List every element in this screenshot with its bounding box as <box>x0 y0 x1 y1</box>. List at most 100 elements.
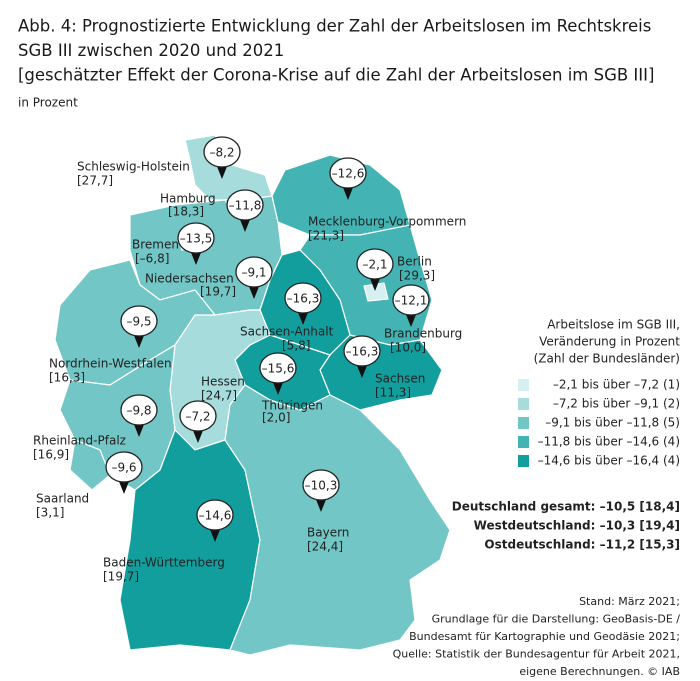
legend-title: Arbeitslose im SGB III, <box>547 318 680 332</box>
callout-pin <box>405 312 417 327</box>
callout-bubble <box>179 400 217 432</box>
source-line: Quelle: Statistik der Bundesagentur für … <box>393 648 680 661</box>
state-share: [24,7] <box>201 389 237 403</box>
state-change: –12,1 <box>395 294 428 308</box>
state-name: Saarland <box>36 492 89 506</box>
state-change: –7,2 <box>185 410 210 424</box>
state-change: –9,8 <box>126 404 151 418</box>
state-share: [21,3] <box>308 229 344 243</box>
callout-pin <box>342 185 354 200</box>
state-change: –16,3 <box>346 345 379 359</box>
callout-bubble <box>203 136 241 168</box>
state-share: [27,7] <box>77 174 113 188</box>
state-region <box>224 384 451 656</box>
state-share: [18,3] <box>168 205 204 219</box>
state-share: [16,3] <box>49 371 85 385</box>
state-change: –16,3 <box>287 292 320 306</box>
legend-swatch <box>518 417 529 429</box>
map <box>54 134 451 656</box>
source-line: Grundlage für die Darstellung: GeoBasis-… <box>432 613 681 626</box>
total-line: Ostdeutschland: –11,2 [15,3] <box>484 538 680 552</box>
state-change: –11,8 <box>229 199 262 213</box>
callout-pin <box>239 217 251 232</box>
callout-bubble <box>196 499 234 531</box>
state-change: –9,5 <box>126 315 151 329</box>
state-share: [19,7] <box>103 570 139 584</box>
state-name: Hessen <box>201 375 245 389</box>
state-share: [11,3] <box>375 386 411 400</box>
callout-bubble <box>105 451 143 483</box>
callout-bubble <box>329 157 367 189</box>
legend-label: –2,1 bis über –7,2 (1) <box>553 378 680 392</box>
subtitle: in Prozent <box>18 96 78 110</box>
labels: Schleswig-Holstein[27,7] –8,2 Hamburg[18,3… <box>33 136 466 584</box>
legend-label: –14,6 bis über –16,4 (4) <box>538 454 680 468</box>
callout-pin <box>133 422 145 437</box>
state-name: Baden-Württemberg <box>103 556 225 570</box>
state-share: [2,0] <box>262 411 290 425</box>
state-name: Sachsen-Anhalt <box>240 325 334 339</box>
callout-bubble <box>120 394 158 426</box>
callout-pin <box>192 428 204 443</box>
total-line: Westdeutschland: –10,3 [19,4] <box>474 519 680 533</box>
callout-bubble <box>356 248 394 280</box>
callout-pin <box>133 333 145 348</box>
state-name: Thüringen <box>261 399 323 413</box>
state-name: Brandenburg <box>384 327 462 341</box>
total-line: Deutschland gesamt: –10,5 [18,4] <box>452 500 680 514</box>
legend-swatch <box>518 398 529 410</box>
state-share: [16,9] <box>33 448 69 462</box>
state-region <box>271 154 411 236</box>
state-change: –14,6 <box>199 509 232 523</box>
callout-pin <box>369 276 381 291</box>
state-name: Nordrhein-Westfalen <box>49 357 172 371</box>
source-line: eigene Berechnungen. © IAB <box>519 665 680 678</box>
state-change: –8,2 <box>209 146 234 160</box>
title-line: [geschätzter Effekt der Corona-Krise auf… <box>18 66 654 85</box>
state-name: Mecklenburg-Vorpommern <box>308 215 466 229</box>
source-line: Bundesamt für Kartographie und Geodäsie … <box>409 630 680 643</box>
callout-pin <box>118 479 130 494</box>
state-share: [29,3] <box>399 269 435 283</box>
state-change: –12,6 <box>332 167 365 181</box>
state-name: Bayern <box>307 526 349 540</box>
state-region <box>69 439 111 491</box>
state-change: –13,5 <box>180 232 213 246</box>
callout-pin <box>209 527 221 542</box>
callout-bubble <box>259 352 297 384</box>
callout-bubble <box>343 335 381 367</box>
callout-bubble <box>177 222 215 254</box>
state-name: Hamburg <box>160 192 216 206</box>
callout-pin <box>216 164 228 179</box>
state-share: [24,4] <box>307 540 343 554</box>
state-name: Schleswig-Holstein <box>77 160 190 174</box>
state-name: Sachsen <box>375 372 425 386</box>
legend-swatch <box>518 436 529 448</box>
state-name: Berlin <box>397 255 432 269</box>
callout-bubble <box>235 256 273 288</box>
callout-bubble <box>284 282 322 314</box>
state-share: [10,0] <box>390 341 426 355</box>
state-name: Niedersachsen <box>145 272 234 286</box>
state-name: Bremen <box>132 238 179 252</box>
legend-swatch <box>518 379 529 391</box>
title-line: Abb. 4: Prognostizierte Entwicklung der … <box>18 17 651 36</box>
source-line: Stand: März 2021; <box>579 595 680 608</box>
title-line: SGB III zwischen 2020 und 2021 <box>18 41 284 60</box>
callout-pin <box>315 497 327 512</box>
callout-pin <box>297 310 309 325</box>
state-change: –9,1 <box>241 266 266 280</box>
legend-label: –7,2 bis über –9,1 (2) <box>553 397 680 411</box>
callout-bubble <box>392 284 430 316</box>
callout-pin <box>272 380 284 395</box>
legend-title: (Zahl der Bundesländer) <box>534 352 680 366</box>
legend-label: –9,1 bis über –11,8 (5) <box>545 416 680 430</box>
callout-bubble <box>302 469 340 501</box>
callout-pin <box>356 363 368 378</box>
state-name: Rheinland-Pfalz <box>33 434 126 448</box>
state-change: –2,1 <box>362 258 387 272</box>
legend-label: –11,8 bis über –14,6 (4) <box>538 435 680 449</box>
state-change: –9,6 <box>111 461 136 475</box>
callout-pin <box>190 250 202 265</box>
